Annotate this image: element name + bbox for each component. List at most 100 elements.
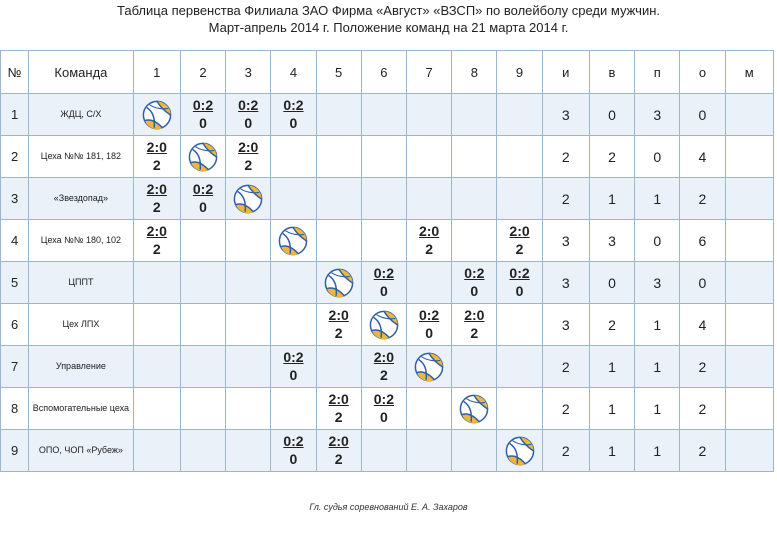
team-name: Вспомогательные цеха [28, 387, 134, 430]
table-row: 3 «Звездопад» 2:0 2 0:2 0 2 1 1 2 [0, 177, 775, 220]
stat-points: 0 [679, 93, 726, 136]
match-score-cell: 2:0 2 [132, 177, 181, 220]
score-points: 2 [334, 451, 343, 467]
empty-cell [451, 93, 498, 136]
score-sets: 0:2 [464, 265, 485, 281]
judge-signature: Гл. судья соревнований Е. А. Захаров [309, 502, 468, 512]
score-sets: 2:0 [328, 391, 349, 407]
score-sets: 0:2 [373, 265, 394, 281]
stat-wins: 0 [588, 261, 636, 304]
match-score: 2:0 2 [238, 138, 258, 174]
header-round: 6 [360, 50, 408, 94]
volleyball-icon [179, 135, 227, 178]
match-score: 2:0 2 [329, 306, 349, 342]
volleyball-icon [324, 268, 354, 298]
row-number: 3 [0, 177, 30, 220]
volleyball-icon [369, 310, 399, 340]
stat-place [724, 93, 775, 136]
score-points: 2 [425, 241, 433, 257]
match-score: 2:0 2 [147, 222, 167, 258]
stat-games: 3 [541, 303, 590, 346]
stat-wins: 3 [588, 219, 636, 262]
score-sets: 0:2 [283, 97, 304, 113]
match-score: 2:0 2 [509, 222, 529, 258]
score-sets: 0:2 [373, 391, 394, 407]
stat-losses: 1 [634, 345, 681, 388]
empty-cell [496, 177, 543, 220]
empty-cell [179, 261, 227, 304]
score-sets: 2:0 [238, 139, 259, 155]
match-score-cell: 0:2 0 [360, 261, 408, 304]
header-stat-wins: в [588, 50, 636, 94]
match-score-cell: 2:0 2 [132, 219, 181, 262]
match-score: 0:2 0 [374, 390, 394, 426]
empty-cell [405, 387, 453, 430]
empty-cell [179, 219, 227, 262]
stat-points: 2 [679, 177, 726, 220]
empty-cell [270, 261, 317, 304]
match-score: 2:0 2 [147, 138, 167, 174]
match-score-cell: 2:0 2 [315, 429, 362, 472]
match-score: 2:0 2 [419, 222, 439, 258]
empty-cell [132, 261, 181, 304]
match-score: 2:0 2 [374, 348, 394, 384]
volleyball-icon [405, 345, 453, 388]
match-score: 0:2 0 [464, 264, 484, 300]
stat-games: 2 [541, 387, 590, 430]
row-number: 2 [0, 135, 30, 178]
score-sets: 2:0 [464, 307, 485, 323]
stat-points: 2 [679, 429, 726, 472]
empty-cell [360, 429, 408, 472]
score-sets: 0:2 [238, 97, 259, 113]
volleyball-icon [270, 219, 317, 262]
score-sets: 0:2 [192, 181, 214, 197]
match-score-cell: 2:0 2 [315, 303, 362, 346]
table-title: Таблица первенства Филиала ЗАО Фирма «Ав… [0, 2, 777, 36]
stat-wins: 1 [588, 387, 636, 430]
volleyball-icon [451, 387, 498, 430]
empty-cell [315, 177, 362, 220]
table-row: 7 Управление 0:2 0 2:0 2 2 1 1 2 [0, 345, 775, 388]
row-number: 9 [0, 429, 30, 472]
stat-losses: 1 [634, 303, 681, 346]
header-num: № [0, 50, 30, 94]
match-score-cell: 0:2 0 [270, 93, 317, 136]
score-sets: 0:2 [509, 265, 530, 281]
match-score: 2:0 2 [329, 390, 349, 426]
empty-cell [179, 303, 227, 346]
stat-losses: 3 [634, 93, 681, 136]
match-score-cell: 0:2 0 [451, 261, 498, 304]
team-name: «Звездопад» [28, 177, 134, 220]
stat-losses: 0 [634, 219, 681, 262]
stat-place [724, 303, 775, 346]
score-points: 2 [334, 325, 343, 341]
stat-wins: 0 [588, 93, 636, 136]
stat-place [724, 219, 775, 262]
match-score: 0:2 0 [193, 180, 213, 216]
title-line-1: Таблица первенства Филиала ЗАО Фирма «Ав… [116, 3, 660, 18]
row-number: 8 [0, 387, 30, 430]
row-number: 5 [0, 261, 30, 304]
volleyball-icon [142, 100, 172, 130]
match-score: 0:2 0 [509, 264, 529, 300]
score-sets: 2:0 [146, 181, 167, 197]
score-points: 0 [425, 325, 433, 341]
score-points: 0 [244, 115, 253, 131]
stat-games: 2 [541, 345, 590, 388]
score-points: 2 [152, 241, 161, 257]
match-score-cell: 2:0 2 [360, 345, 408, 388]
header-stat-place: м [724, 50, 775, 94]
title-line-2: Март-апрель 2014 г. Положение команд на … [208, 20, 569, 35]
stat-place [724, 135, 775, 178]
header-round: 3 [225, 50, 272, 94]
score-points: 0 [470, 283, 479, 299]
standings-body: 1 ЖДЦ, С/Х 0:2 0 0:2 0 0:2 0 3 0 3 0 2 Цеха №№ 181, 1… [0, 93, 775, 472]
match-score: 2:0 2 [464, 306, 484, 342]
empty-cell [451, 429, 498, 472]
volleyball-icon [496, 429, 543, 472]
empty-cell [225, 303, 272, 346]
score-points: 2 [152, 199, 161, 215]
score-points: 2 [244, 157, 253, 173]
volleyball-icon [505, 436, 535, 466]
stat-losses: 1 [634, 429, 681, 472]
